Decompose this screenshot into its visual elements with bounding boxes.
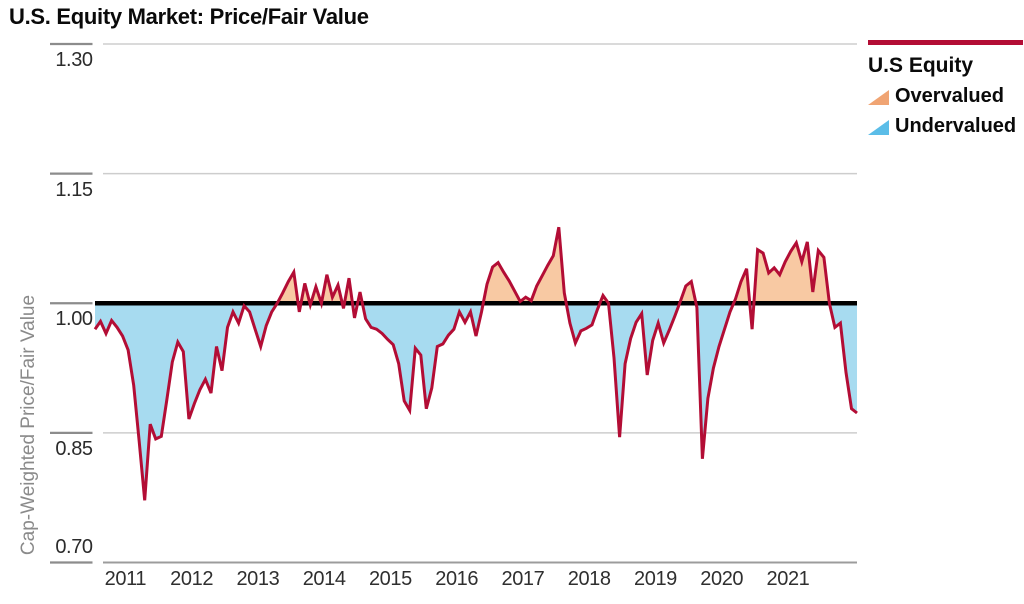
x-year-label: 2020 bbox=[700, 568, 744, 590]
us-equity-line bbox=[93, 226, 858, 501]
legend-undervalued-row: Undervalued bbox=[868, 115, 1024, 138]
x-year-label: 2015 bbox=[368, 568, 412, 590]
y-tick-label: 0.70 bbox=[55, 535, 93, 558]
x-year-label: 2017 bbox=[501, 568, 545, 590]
legend-overvalued-label: Overvalued bbox=[895, 85, 1004, 107]
x-year-label: 2018 bbox=[567, 568, 611, 590]
y-tick-label: 1.15 bbox=[55, 178, 93, 201]
us-equity-line-swatch bbox=[868, 40, 1023, 45]
y-tick-label: 0.85 bbox=[55, 437, 93, 460]
undervalued-triangle-icon bbox=[868, 120, 889, 135]
x-year-label: 2013 bbox=[236, 568, 280, 590]
x-year-label: 2019 bbox=[634, 568, 677, 590]
overvalued-triangle-icon bbox=[868, 90, 889, 105]
legend-overvalued-row: Overvalued bbox=[868, 85, 1024, 108]
y-tick-label: 1.00 bbox=[55, 308, 93, 331]
legend: U.S Equity Overvalued Undervalued bbox=[868, 40, 1024, 138]
x-year-label: 2014 bbox=[302, 568, 346, 590]
overvalued-area bbox=[95, 227, 857, 304]
page-title: U.S. Equity Market: Price/Fair Value bbox=[9, 4, 369, 29]
legend-undervalued-label: Undervalued bbox=[895, 115, 1017, 137]
x-year-label: 2021 bbox=[766, 568, 810, 590]
legend-series-label: U.S Equity bbox=[868, 54, 974, 77]
x-year-label: 2011 bbox=[104, 568, 147, 590]
undervalued-area bbox=[95, 303, 857, 501]
x-year-label: 2016 bbox=[435, 568, 479, 590]
y-tick-label: 1.30 bbox=[55, 49, 93, 71]
x-year-label: 2012 bbox=[170, 568, 214, 590]
